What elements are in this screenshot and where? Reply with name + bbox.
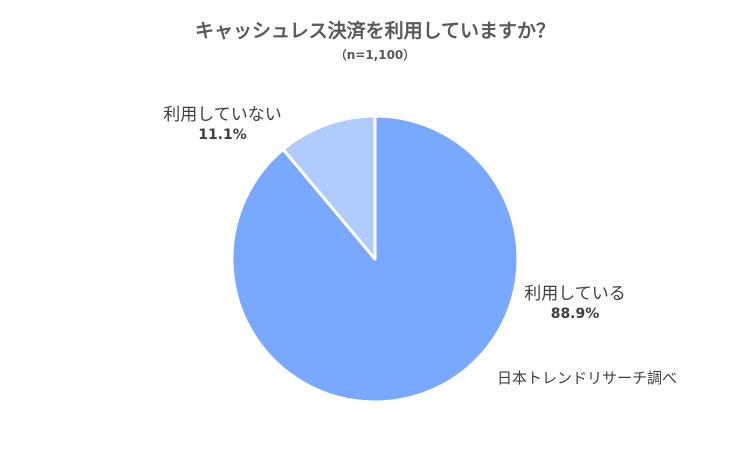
slice-label-not-using-value: 11.1% <box>198 127 247 144</box>
chart-title: キャッシュレス決済を利用していますか？ <box>194 20 556 42</box>
slice-label-using-value: 88.9% <box>550 306 600 323</box>
slice-label-using-name: 利用している <box>524 284 626 304</box>
slice-label-using: 利用している 88.9% <box>510 283 640 323</box>
pie-slice-not-using <box>281 114 377 261</box>
slice-label-not-using-name: 利用していない <box>163 105 282 125</box>
source-note: 日本トレンドリサーチ調べ <box>497 369 678 387</box>
chart-subtitle: （n=1,100） <box>334 48 416 62</box>
slice-label-not-using: 利用していない 11.1% <box>150 104 295 144</box>
